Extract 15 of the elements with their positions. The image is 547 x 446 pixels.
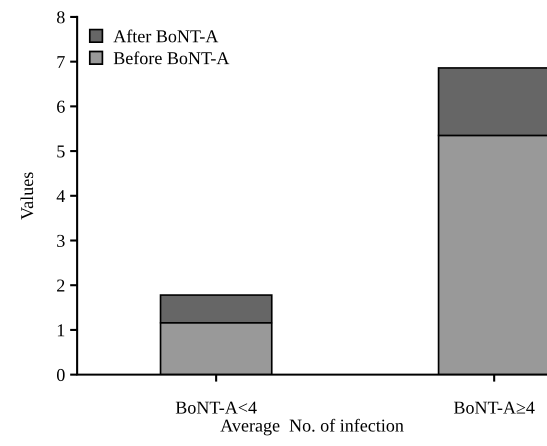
- x-axis-title: Average No. of infection: [220, 418, 404, 436]
- y-tick-label: 3: [57, 234, 65, 247]
- legend-label: After BoNT-A: [113, 30, 218, 42]
- y-tick-label: 7: [57, 56, 65, 68]
- x-tick-label: BoNT-A<4: [176, 402, 257, 414]
- y-tick-label: 0: [56, 368, 65, 382]
- y-tick-label: 6: [57, 100, 65, 113]
- y-tick-label: 4: [56, 190, 66, 202]
- y-tick-label: 5: [57, 146, 65, 158]
- y-tick-label: 8: [56, 11, 65, 24]
- x-tick-label: BoNT-A≥4: [454, 402, 535, 414]
- y-tick-label: 2: [57, 280, 64, 292]
- y-axis-title: Values: [20, 172, 34, 220]
- legend-label: Before BoNT-A: [114, 51, 230, 64]
- y-tick-label: 1: [58, 324, 64, 336]
